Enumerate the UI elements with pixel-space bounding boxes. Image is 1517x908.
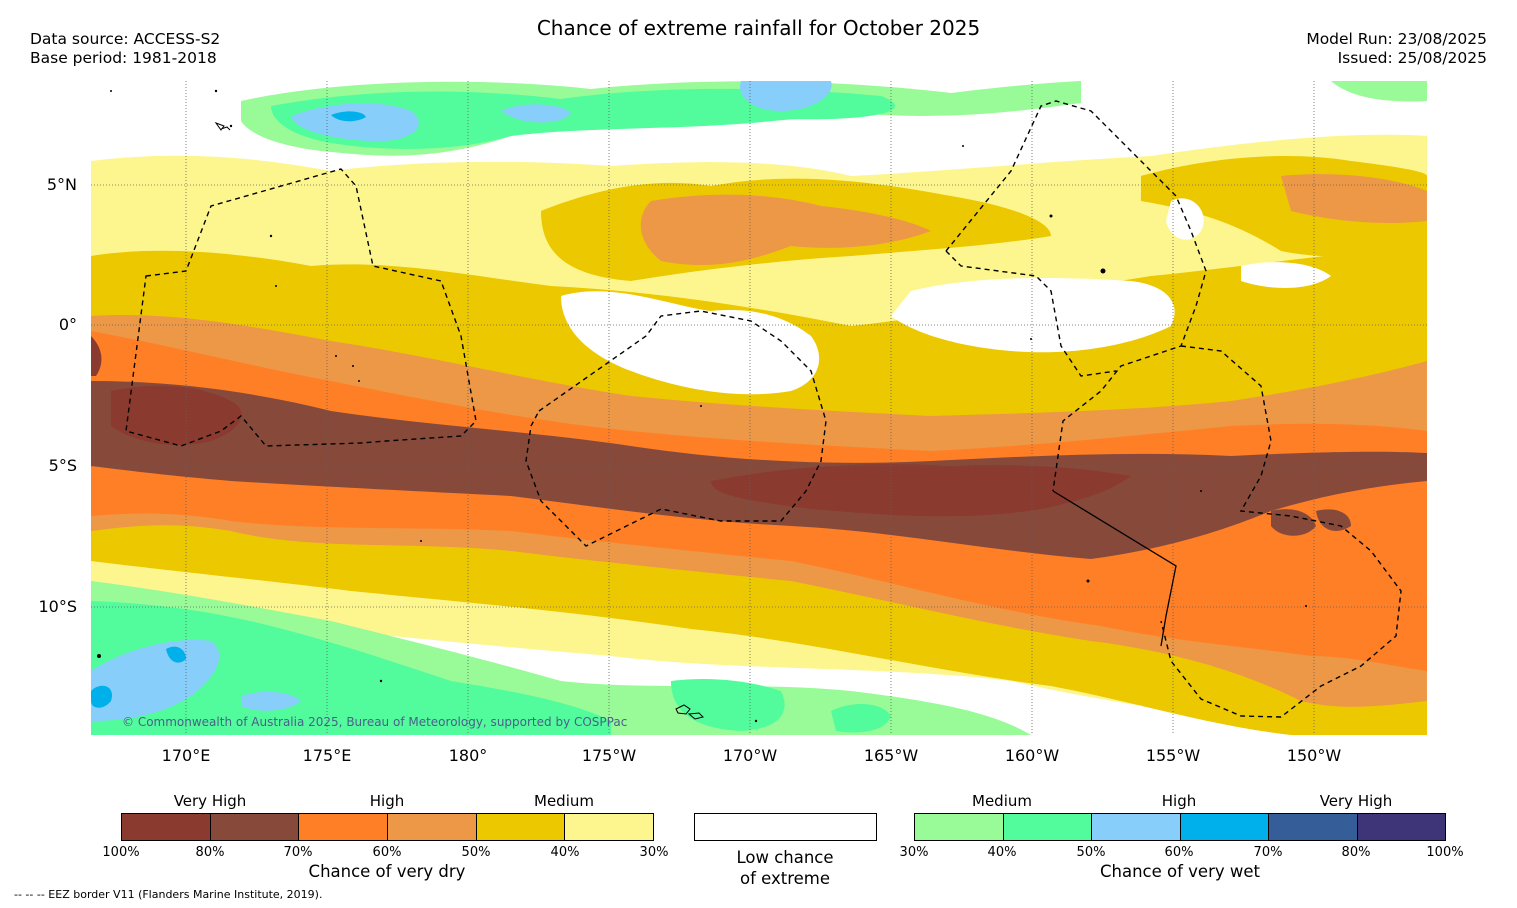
dry-level-medium: Medium — [534, 792, 594, 810]
dry-legend-swatch-2 — [299, 814, 389, 840]
lat-label-10s: 10°S — [38, 597, 77, 616]
wet-band-north-core — [271, 88, 896, 149]
rainfall-map: © Commonwealth of Australia 2025, Bureau… — [91, 81, 1427, 735]
wet-legend-swatch-4 — [1269, 814, 1358, 840]
wet-legend-swatch-5 — [1357, 814, 1445, 840]
lon-label-150w: 150°W — [1286, 746, 1342, 765]
model-run-label: Model Run: 23/08/2025 — [1306, 30, 1487, 48]
dry-legend-caption: Chance of very dry — [308, 862, 466, 881]
wet-tick-2: 50% — [1076, 845, 1106, 860]
data-source-label: Data source: ACCESS-S2 — [30, 30, 221, 48]
wet-legend-swatch-3 — [1180, 814, 1269, 840]
dry-very-high-core — [111, 385, 242, 446]
rainfall-map-svg — [91, 81, 1427, 735]
wet-tick-1: 40% — [987, 845, 1017, 860]
dry-level-high: High — [369, 792, 405, 810]
lon-label-160w: 160°W — [1004, 746, 1060, 765]
dry-tick-0: 100% — [102, 845, 140, 860]
wet-tick-0: 30% — [899, 845, 929, 860]
lat-label-5s: 5°S — [48, 456, 77, 475]
base-period-label: Base period: 1981-2018 — [30, 49, 217, 67]
map-title: Chance of extreme rainfall for October 2… — [536, 16, 981, 40]
wet-legend-swatch-1 — [1003, 814, 1092, 840]
wet-level-very-high: Very High — [1319, 792, 1393, 810]
wet-tick-3: 60% — [1164, 845, 1194, 860]
low-chance-caption-line1: Low chance — [736, 848, 834, 867]
dry-legend-swatch-4 — [476, 814, 566, 840]
dry-tick-5: 40% — [550, 845, 580, 860]
lon-label-170e: 170°E — [161, 746, 211, 765]
wet-level-high: High — [1161, 792, 1197, 810]
dry-tick-6: 30% — [639, 845, 669, 860]
wet-tick-6: 100% — [1426, 845, 1464, 860]
low-chance-swatch — [694, 813, 877, 841]
wet-band-north-high — [291, 103, 419, 142]
lon-label-170w: 170°W — [722, 746, 778, 765]
maritime-boundary-line — [1052, 490, 1177, 647]
lat-label-5n: 5°N — [46, 175, 77, 194]
wet-legend-caption: Chance of very wet — [1100, 862, 1260, 881]
wet-legend-swatch-2 — [1092, 814, 1181, 840]
lon-label-155w: 155°W — [1145, 746, 1201, 765]
dry-legend-swatch-3 — [388, 814, 477, 840]
wet-level-medium: Medium — [972, 792, 1032, 810]
wet-band-south-core — [91, 601, 611, 735]
lon-label-175w: 175°W — [581, 746, 637, 765]
lon-label-180: 180° — [448, 746, 488, 765]
dry-tick-3: 60% — [372, 845, 402, 860]
low-chance-caption-line2: of extreme — [739, 869, 831, 888]
wet-band-south-high — [91, 640, 220, 721]
wet-legend-swatch-0 — [915, 814, 1004, 840]
wet-legend-colorbar — [914, 813, 1446, 841]
dry-legend-swatch-5 — [565, 814, 654, 840]
dry-tick-2: 70% — [283, 845, 313, 860]
dry-very-high-zone — [91, 381, 1427, 559]
wet-tick-4: 70% — [1253, 845, 1283, 860]
dry-level-very-high: Very High — [173, 792, 247, 810]
lat-label-0: 0° — [58, 315, 77, 334]
islands — [97, 89, 1307, 723]
eez-border-note: -- -- -- EEZ border V11 (Flanders Marine… — [14, 888, 323, 901]
map-gridlines — [91, 81, 1427, 735]
dry-legend-swatch-0 — [122, 814, 211, 840]
eez-borders — [125, 100, 1402, 718]
copyright-notice: © Commonwealth of Australia 2025, Bureau… — [122, 715, 628, 729]
issued-date-label: Issued: 25/08/2025 — [1337, 49, 1487, 67]
lon-label-175e: 175°E — [302, 746, 352, 765]
dry-tick-4: 50% — [461, 845, 491, 860]
dry-legend-colorbar — [121, 813, 654, 841]
lon-label-165w: 165°W — [863, 746, 919, 765]
wet-tick-5: 80% — [1341, 845, 1371, 860]
dry-legend-swatch-1 — [210, 814, 300, 840]
dry-tick-1: 80% — [195, 845, 225, 860]
